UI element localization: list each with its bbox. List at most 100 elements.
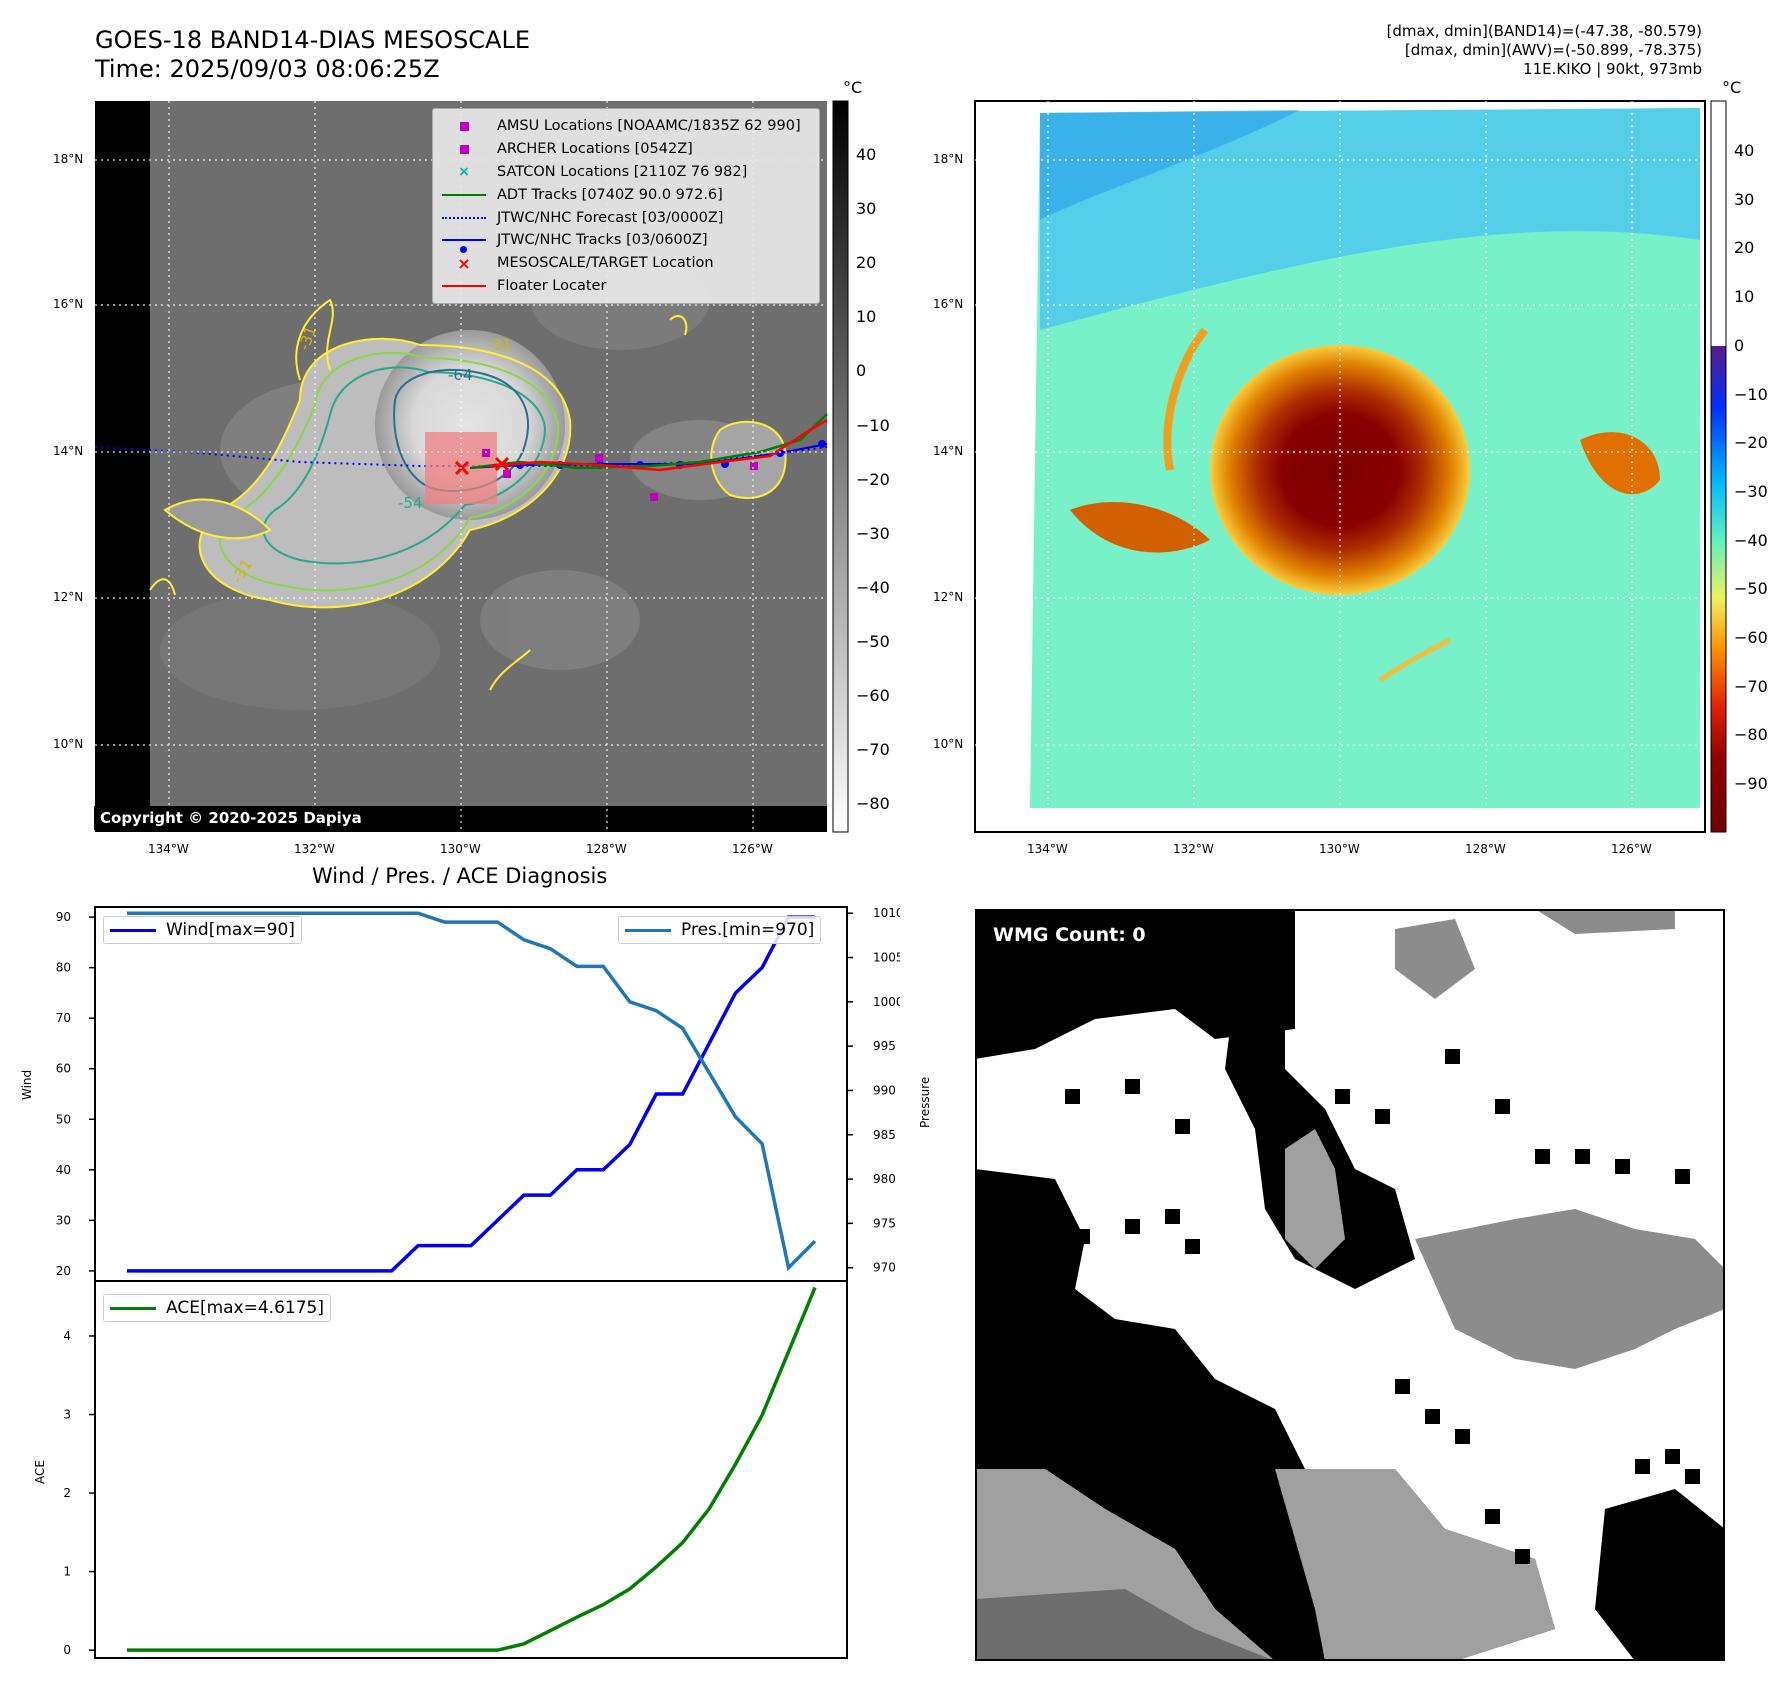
ir-colorbar-tick: −70 <box>856 740 890 760</box>
wmg-pixel <box>1155 1379 1170 1394</box>
wmg-gray-right <box>1415 1209 1725 1369</box>
awv-colorbar-tick: −80 <box>1734 725 1768 745</box>
map-legend: AMSU Locations [NOAAMC/1835Z 62 990] ARC… <box>432 108 820 305</box>
contour-64 <box>393 368 529 492</box>
ir-colorbar-tick: −30 <box>856 523 890 543</box>
ace-legend: ACE[max=4.6175] <box>103 1294 331 1322</box>
wmg-pixel <box>1375 1109 1390 1124</box>
awv-lat-18: 18°N <box>933 152 964 166</box>
legend-mesoscale: × MESOSCALE/TARGET Location <box>441 252 811 275</box>
awv-cdo <box>1210 345 1470 595</box>
ir-colorbar-tick: 0 <box>856 361 867 381</box>
wmg-black-right <box>1595 1489 1725 1661</box>
wmg-pixel <box>1485 1509 1500 1524</box>
awv-lat-16: 16°N <box>933 297 964 311</box>
wind-tick-label: 80 <box>56 961 71 975</box>
ir-colorbar-unit: °C <box>843 78 863 97</box>
awv-band-west <box>1070 501 1210 553</box>
ir-colorbar-tick: −40 <box>856 577 890 597</box>
legend-jtwc-forecast: JTWC/NHC Forecast [03/0000Z] <box>441 206 811 229</box>
ir-lat-12: 12°N <box>53 590 84 604</box>
wind-tick-label: 30 <box>56 1213 71 1227</box>
wmg-pixel <box>1425 1409 1440 1424</box>
wind-tick-label: 40 <box>56 1163 71 1177</box>
awv-colorbar-tick: 10 <box>1734 287 1755 307</box>
wmg-pixel <box>1185 1239 1200 1254</box>
wmg-pixel <box>1675 1169 1690 1184</box>
pressure-tick-label: 1000 <box>873 995 900 1009</box>
wmg-dark-gray <box>975 1589 1275 1661</box>
pressure-tick-label: 990 <box>873 1083 896 1097</box>
pressure-tick-label: 1005 <box>873 951 900 965</box>
awv-colorbar-tick: −90 <box>1734 774 1768 794</box>
pressure-tick-label: 985 <box>873 1128 896 1142</box>
ace-tick-label: 1 <box>63 1565 71 1579</box>
pressure-tick-label: 975 <box>873 1216 896 1230</box>
line-icon <box>625 928 671 932</box>
floater-locator-line <box>489 418 828 472</box>
awv-lon-132: 132°W <box>1173 842 1214 856</box>
ir-lat-18: 18°N <box>53 152 84 166</box>
awv-moist-region <box>1040 108 1700 330</box>
line-icon <box>442 193 486 196</box>
ir-colorbar-tick: −20 <box>856 469 890 489</box>
wmg-pixel <box>1665 1449 1680 1464</box>
wmg-count-label: WMG Count: 0 <box>993 924 1146 946</box>
legend-jtwc-tracks: JTWC/NHC Tracks [03/0600Z] <box>441 229 811 254</box>
awv-colorbar-tick: −60 <box>1734 628 1768 647</box>
wind-tick-label: 70 <box>56 1011 71 1025</box>
wmg-black-top <box>975 909 1295 1059</box>
wmg-pixel <box>1165 1209 1180 1224</box>
pressure-legend: Pres.[min=970] <box>618 916 822 944</box>
chart-title: GOES-18 BAND14-DIAS MESOSCALE <box>95 26 531 54</box>
square-icon <box>459 121 469 131</box>
awv-lon-126: 126°W <box>1611 842 1652 856</box>
wmg-pixel <box>1495 1099 1510 1114</box>
awv-colorbar <box>1710 100 1727 833</box>
awv-colorbar-tick: −50 <box>1734 579 1768 599</box>
wind-legend: Wind[max=90] <box>103 916 302 944</box>
awv-colorbar-tick: 30 <box>1734 189 1755 209</box>
awv-lat-14: 14°N <box>933 444 964 458</box>
wmg-pixel <box>1175 1119 1190 1134</box>
info-block: [dmax, dmin](BAND14)=(-47.38, -80.579) [… <box>1102 22 1702 79</box>
wmg-pixel <box>1445 1049 1460 1064</box>
awv-band-east <box>1580 432 1660 495</box>
ir-colorbar-tick: 40 <box>856 145 877 164</box>
legend-floater: Floater Locater <box>441 275 811 298</box>
wmg-pixel <box>1575 1149 1590 1164</box>
awv-colorbar-tick: −30 <box>1734 481 1768 501</box>
line-dot-icon <box>442 239 486 242</box>
wind-tick-label: 20 <box>56 1264 71 1278</box>
wmg-pixel <box>1035 999 1050 1014</box>
wmg-pixel <box>1075 1229 1090 1244</box>
chart-timestamp: Time: 2025/09/03 08:06:25Z <box>95 55 440 83</box>
wind-panel-frame <box>94 906 848 1282</box>
ir-colorbar-tick: 10 <box>856 307 877 327</box>
awv-colorbar-tick: −10 <box>1734 384 1768 404</box>
pressure-axis-label: Pressure <box>918 1076 932 1128</box>
awv-lon-130: 130°W <box>1319 842 1360 856</box>
ir-map-panel: -31 -64 -54 -31 -31 <box>94 100 1727 833</box>
wmg-pixel <box>1635 1459 1650 1474</box>
ir-lon-126: 126°W <box>732 842 773 856</box>
legend-satcon: × SATCON Locations [2110Z 76 982] <box>441 161 811 184</box>
square-icon <box>459 144 469 154</box>
wind-series-line <box>127 915 815 1273</box>
awv-lat-12: 12°N <box>933 590 964 604</box>
line-icon <box>110 1306 156 1310</box>
awv-lat-10: 10°N <box>933 737 964 751</box>
contour-label-3: -54 <box>398 494 423 512</box>
wmg-frame <box>975 909 1725 1661</box>
x-icon: × <box>458 163 470 180</box>
info-band14-range: [dmax, dmin](BAND14)=(-47.38, -80.579) <box>1386 22 1702 40</box>
copyright-label: Copyright © 2020-2025 Dapiya <box>94 806 368 830</box>
awv-colorbar-unit: °C <box>1722 78 1742 97</box>
wmg-pixel <box>1005 1239 1020 1254</box>
ir-colorbar-tick: −10 <box>856 415 890 435</box>
wmg-pixel <box>1685 1469 1700 1484</box>
wind-tick-label: 50 <box>56 1112 71 1126</box>
wmg-pixel <box>1535 1149 1550 1164</box>
contour-label-2: -64 <box>448 366 473 384</box>
wmg-pixel <box>1065 1089 1080 1104</box>
